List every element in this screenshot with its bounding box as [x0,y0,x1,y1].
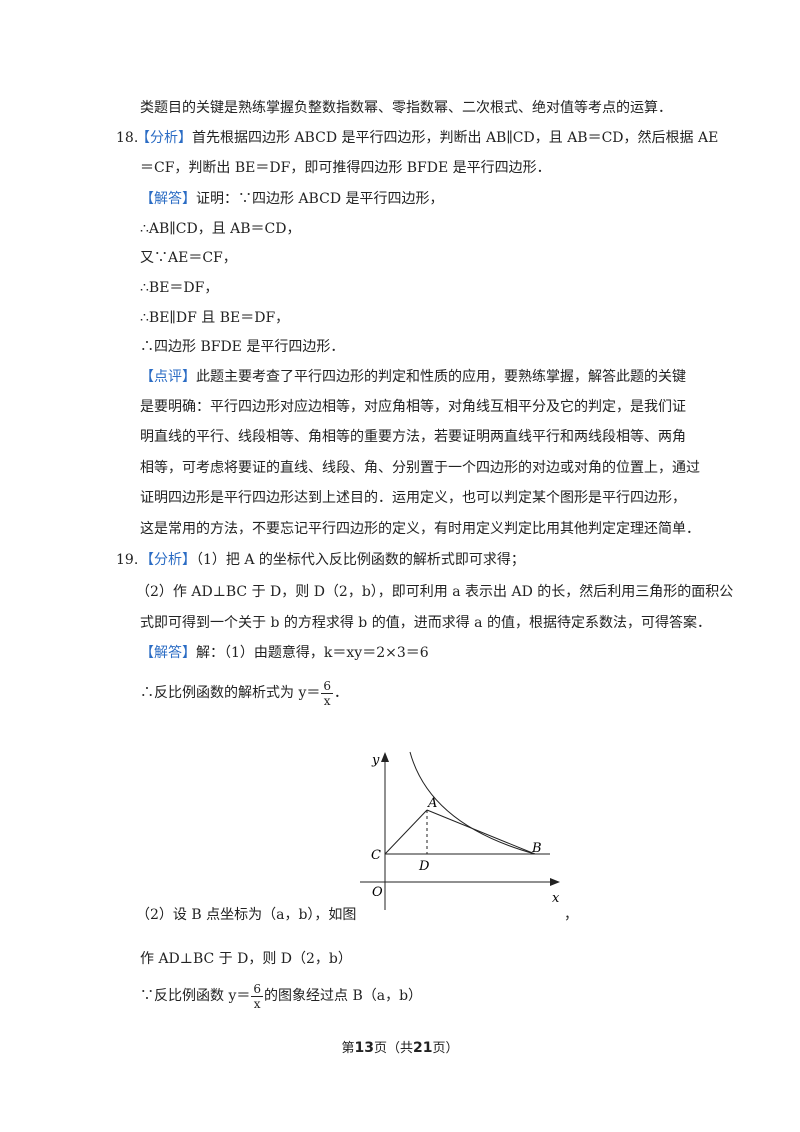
x-axis-arrow [550,878,560,886]
text-line: 【解答】证明：∵四边形 ABCD 是平行四边形， [140,190,444,208]
formula-line: ∴反比例函数的解析式为 y＝ 6 x ． [140,676,348,710]
text-line: 是要明确：平行四边形对应边相等，对应角相等，对角线互相平分及它的判定，是我们证 [140,399,686,415]
text-line: （2）作 AD⊥BC 于 D，则 D（2，b），即可利用 a 表示出 AD 的长… [136,584,734,600]
text-line: 证明四边形是平行四边形达到上述目的．运用定义，也可以判定某个图形是平行四边形， [140,490,686,506]
text-line: 明直线的平行、线段相等、角相等的重要方法，若要证明两直线平行和两线段相等、两角 [140,429,686,445]
text-line: ， [564,907,578,923]
text-line: 【解答】解：（1）由题意得，k＝xy＝2×3＝6 [140,644,429,662]
text-line: ∴AB∥CD，且 AB＝CD， [140,221,301,237]
label-y: y [371,753,380,768]
text-line: 式即可得到一个关于 b 的方程求得 b 的值，进而求得 a 的值，根据待定系数法… [140,615,711,631]
y-axis-arrow [381,752,389,762]
page-footer: 第13页（共21页） [0,1037,800,1056]
label-c: C [371,848,381,863]
analysis-tag: 【分析】 [136,130,192,146]
coordinate-figure: y x O C D A B [360,751,560,910]
fraction-numerator: 6 [251,981,263,997]
text-line: 又∵AE＝CF， [140,250,237,266]
formula-suffix: ． [334,685,348,701]
label-a: A [427,796,437,811]
formula-prefix: ∴反比例函数的解析式为 y＝ [140,685,321,701]
analysis-tag: 【分析】 [140,552,196,568]
review-text: 此题主要考查了平行四边形的判定和性质的应用，要熟练掌握，解答此题的关键 [196,369,686,385]
label-d: D [418,859,430,874]
text-line: （2）设 B 点坐标为（a，b），如图 [136,907,357,923]
text-line: ∴BE＝DF， [140,280,219,296]
fraction-numerator: 6 [321,678,333,694]
footer-suffix: 页） [432,1041,459,1056]
hyperbola-curve [409,751,536,855]
label-o: O [372,885,383,900]
answer-text: 证明：∵四边形 ABCD 是平行四边形， [196,191,444,207]
question-number-18: 18. [116,130,139,146]
answer-text: 解：（1）由题意得，k＝xy＝2×3＝6 [196,645,429,661]
answer-tag: 【解答】 [140,645,196,661]
text-line: 类题目的关键是熟练掌握负整数指数幂、零指数幂、二次根式、绝对值等考点的运算． [140,100,672,116]
footer-middle: 页（共 [373,1041,413,1056]
formula-suffix: 的图象经过点 B（a，b） [264,988,423,1004]
label-x: x [552,891,560,906]
text-line: ∴BE∥DF 且 BE＝DF， [140,310,290,326]
segment-ca [384,809,428,855]
review-tag: 【点评】 [140,369,196,385]
footer-prefix: 第 [341,1041,355,1056]
formula-line: ∵反比例函数 y＝ 6 x 的图象经过点 B（a，b） [140,979,422,1013]
text-line: 相等，可考虑将要证的直线、线段、角、分别置于一个四边形的对边或对角的位置上，通过 [140,460,700,476]
page-number: 13 [354,1040,374,1056]
analysis-text: 首先根据四边形 ABCD 是平行四边形，判断出 AB∥CD，且 AB＝CD，然后… [192,130,719,146]
text-line: 【点评】此题主要考查了平行四边形的判定和性质的应用，要熟练掌握，解答此题的关键 [140,368,686,386]
text-line: 【分析】（1）把 A 的坐标代入反比例函数的解析式即可求得； [140,551,525,569]
label-b: B [531,841,542,856]
fraction-denominator: x [323,693,331,708]
text-line: 这是常用的方法，不要忘记平行四边形的定义，有时用定义判定比用其他判定定理还简单． [140,521,700,537]
segment-ab [426,809,536,855]
text-line: 作 AD⊥BC 于 D，则 D（2，b） [140,951,352,967]
fraction-denominator: x [253,996,261,1011]
question-number-19: 19. [116,552,139,568]
answer-tag: 【解答】 [140,191,196,207]
text-line: ∴四边形 BFDE 是平行四边形． [140,339,345,355]
page-total: 21 [413,1040,433,1056]
text-line: 【分析】首先根据四边形 ABCD 是平行四边形，判断出 AB∥CD，且 AB＝C… [136,129,718,147]
formula-prefix: ∵反比例函数 y＝ [140,988,251,1004]
analysis-text: （1）把 A 的坐标代入反比例函数的解析式即可求得； [196,552,525,568]
text-line: ＝CF，判断出 BE＝DF，即可推得四边形 BFDE 是平行四边形． [140,160,551,176]
